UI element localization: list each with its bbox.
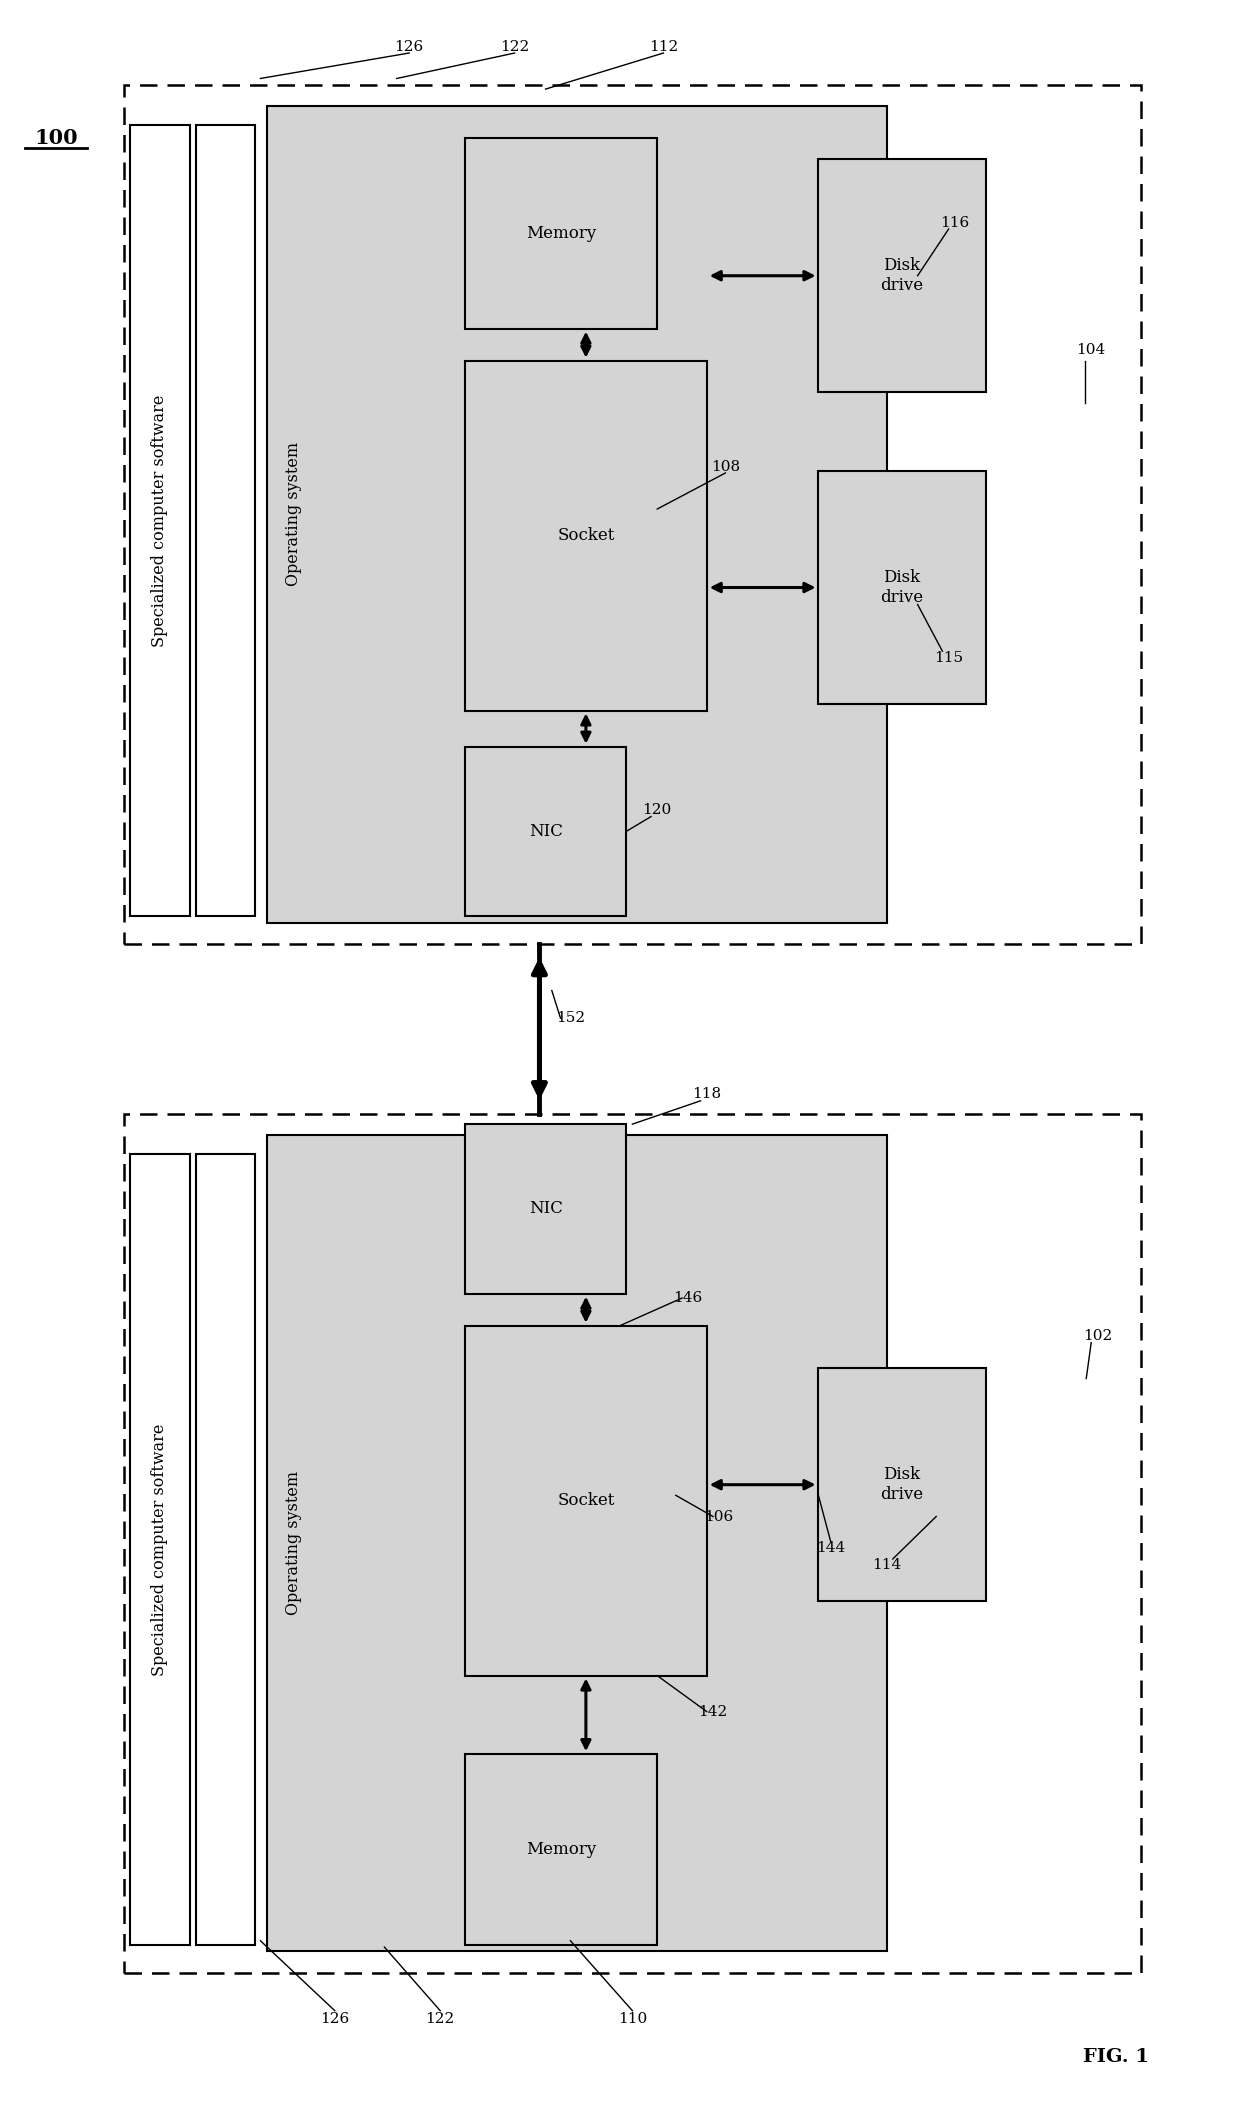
Text: Memory: Memory [526, 225, 596, 242]
Text: Memory: Memory [526, 1841, 596, 1858]
Text: 106: 106 [704, 1510, 734, 1523]
Text: 146: 146 [673, 1292, 703, 1304]
Text: 116: 116 [940, 216, 970, 229]
Text: Disk
drive: Disk drive [880, 1466, 924, 1504]
Text: NIC: NIC [528, 1200, 563, 1217]
Bar [818, 1368, 986, 1601]
Text: 126: 126 [320, 2013, 350, 2026]
Bar [465, 747, 626, 916]
Bar [196, 1154, 255, 1945]
Text: 115: 115 [934, 651, 963, 664]
Text: Operating system: Operating system [285, 1472, 303, 1614]
Text: 144: 144 [816, 1542, 846, 1555]
Text: 142: 142 [698, 1705, 728, 1718]
Text: 102: 102 [1083, 1330, 1112, 1343]
Text: Socket: Socket [557, 1491, 615, 1510]
Text: 122: 122 [425, 2013, 455, 2026]
Text: 122: 122 [500, 40, 529, 53]
Bar [465, 1326, 707, 1676]
Text: 100: 100 [33, 129, 78, 148]
Text: Specialized computer software: Specialized computer software [151, 1423, 169, 1676]
Text: Disk
drive: Disk drive [880, 257, 924, 295]
Bar [465, 1754, 657, 1945]
Bar [465, 1124, 626, 1294]
Text: 110: 110 [618, 2013, 647, 2026]
Text: Operating system: Operating system [285, 443, 303, 585]
Bar [818, 471, 986, 704]
Bar [267, 1135, 887, 1951]
Bar [818, 159, 986, 392]
Text: FIG. 1: FIG. 1 [1083, 2049, 1149, 2066]
Bar [130, 125, 190, 916]
Bar [124, 1114, 1141, 1973]
Text: 104: 104 [1076, 344, 1106, 356]
Text: 112: 112 [649, 40, 678, 53]
Bar [124, 85, 1141, 944]
Text: Socket: Socket [557, 526, 615, 545]
Text: Disk
drive: Disk drive [880, 568, 924, 607]
Bar [130, 1154, 190, 1945]
Text: 126: 126 [394, 40, 424, 53]
Bar [196, 125, 255, 916]
Text: 152: 152 [556, 1012, 585, 1024]
Bar [465, 361, 707, 711]
Text: 118: 118 [692, 1088, 722, 1101]
Bar [267, 106, 887, 923]
Text: 120: 120 [642, 804, 672, 817]
Text: Specialized computer software: Specialized computer software [151, 395, 169, 647]
Text: NIC: NIC [528, 823, 563, 840]
Text: 114: 114 [872, 1559, 901, 1572]
Text: 108: 108 [711, 460, 740, 473]
Bar [465, 138, 657, 329]
